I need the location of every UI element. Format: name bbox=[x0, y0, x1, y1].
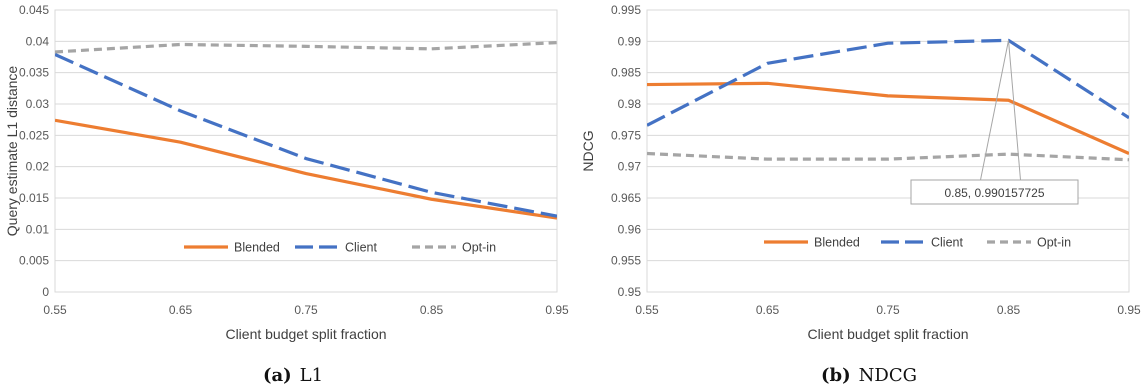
legend-label-opt-in: Opt-in bbox=[1037, 236, 1071, 250]
x-axis-title: Client budget split fraction bbox=[225, 326, 386, 342]
y-tick-label: 0.015 bbox=[19, 191, 49, 205]
x-tick-label: 0.55 bbox=[635, 303, 659, 317]
legend-label-blended: Blended bbox=[234, 241, 280, 255]
y-tick-label: 0 bbox=[42, 285, 49, 299]
x-tick-label: 0.95 bbox=[1117, 303, 1141, 317]
y-tick-label: 0.005 bbox=[19, 254, 49, 268]
series-line-opt-in bbox=[647, 151, 1129, 162]
y-tick-label: 0.025 bbox=[19, 128, 49, 142]
x-tick-label: 0.95 bbox=[545, 303, 569, 317]
legend: Blended Client Opt-in bbox=[764, 236, 1071, 250]
y-tick-label: 0.045 bbox=[19, 3, 49, 17]
plot-border bbox=[54, 9, 558, 293]
callout-box bbox=[910, 179, 1079, 205]
y-axis-title: NDCG bbox=[580, 130, 596, 171]
legend-label-client: Client bbox=[345, 241, 377, 255]
legend-label-client: Client bbox=[931, 236, 963, 250]
x-tick-label: 0.55 bbox=[43, 303, 67, 317]
legend-label-blended: Blended bbox=[814, 236, 860, 250]
series-line-client bbox=[647, 38, 1129, 127]
y-tick-label: 0.995 bbox=[611, 3, 641, 17]
callout-label: 0.85, 0.990157725 bbox=[944, 186, 1044, 200]
y-tick-label: 0.035 bbox=[19, 66, 49, 80]
chart-l1: 0 0.005 0.01 0.015 0.02 0.025 0.03 0.035 0.04 0.0… bbox=[4, 3, 569, 386]
caption: (a) L1 bbox=[263, 365, 323, 386]
series-line-client bbox=[55, 53, 557, 218]
x-tick-label: 0.65 bbox=[756, 303, 780, 317]
y-tick-label: 0.965 bbox=[611, 191, 641, 205]
y-tick-label: 0.02 bbox=[26, 160, 50, 174]
y-tick-label: 0.98 bbox=[618, 97, 642, 111]
caption-title: L1 bbox=[300, 365, 323, 386]
series-line-blended bbox=[55, 118, 557, 220]
y-tick-label: 0.985 bbox=[611, 66, 641, 80]
y-axis-title: Query estimate L1 distance bbox=[4, 66, 20, 237]
x-tick-label: 0.75 bbox=[876, 303, 900, 317]
caption-label: (b) bbox=[821, 365, 851, 386]
series-line-opt-in bbox=[55, 40, 557, 54]
x-axis-title: Client budget split fraction bbox=[807, 326, 968, 342]
x-tick-label: 0.75 bbox=[294, 303, 318, 317]
y-tick-label: 0.04 bbox=[26, 34, 50, 48]
y-tick-label: 0.96 bbox=[618, 222, 642, 236]
x-tick-label: 0.85 bbox=[420, 303, 444, 317]
y-tick-label: 0.97 bbox=[618, 160, 642, 174]
y-tick-label: 0.955 bbox=[611, 254, 641, 268]
callout-leader bbox=[980, 40, 1021, 181]
legend-label-opt-in: Opt-in bbox=[462, 241, 496, 255]
chart-ndcg: 0.95 0.955 0.96 0.965 0.97 0.975 0.98 0.985 0.99… bbox=[580, 3, 1141, 386]
y-tick-label: 0.01 bbox=[26, 222, 50, 236]
x-tick-label: 0.65 bbox=[169, 303, 193, 317]
plot-border bbox=[646, 9, 1130, 293]
caption: (b) NDCG bbox=[821, 365, 917, 386]
x-tick-label: 0.85 bbox=[997, 303, 1021, 317]
y-tick-label: 0.95 bbox=[618, 285, 642, 299]
y-tick-label: 0.99 bbox=[618, 34, 642, 48]
caption-label: (a) bbox=[263, 365, 292, 386]
legend: Blended Client Opt-in bbox=[184, 241, 496, 255]
series-line-blended bbox=[647, 81, 1129, 155]
y-tick-label: 0.03 bbox=[26, 97, 50, 111]
caption-title: NDCG bbox=[859, 365, 917, 386]
y-tick-label: 0.975 bbox=[611, 128, 641, 142]
